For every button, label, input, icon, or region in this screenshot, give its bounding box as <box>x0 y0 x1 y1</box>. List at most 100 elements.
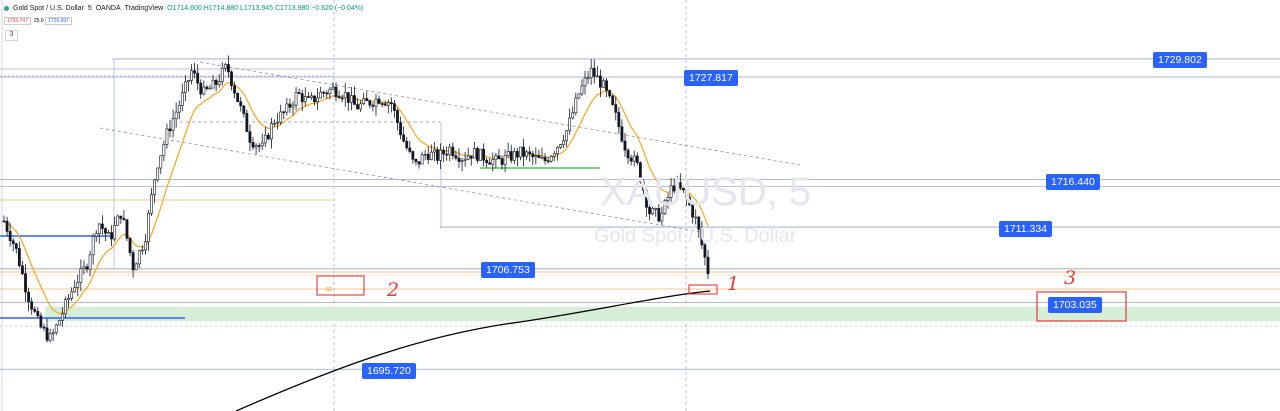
candle <box>208 87 212 90</box>
candle <box>285 103 289 113</box>
candle <box>617 112 621 128</box>
candle <box>346 92 350 103</box>
candle <box>638 162 642 183</box>
candle <box>165 128 169 145</box>
candle <box>522 146 525 157</box>
candle <box>113 225 117 240</box>
candle <box>54 324 58 334</box>
candle <box>353 95 356 105</box>
candle <box>546 160 550 162</box>
candle <box>531 153 535 158</box>
candle <box>528 151 532 155</box>
candle <box>626 149 630 159</box>
interval[interactable]: 5 <box>87 5 92 12</box>
candle <box>411 151 415 160</box>
candle <box>457 157 461 162</box>
candle <box>482 148 485 161</box>
candle <box>559 144 562 148</box>
candle <box>196 72 200 84</box>
buy-button[interactable]: 1726.997 <box>44 17 72 25</box>
price-label-1706753[interactable]: 1706.753 <box>481 262 535 278</box>
candle <box>451 146 455 156</box>
candle <box>519 146 522 158</box>
candle <box>2 220 6 223</box>
candle <box>349 95 353 103</box>
candle <box>303 96 307 103</box>
candle <box>257 145 261 147</box>
price-label-1703035[interactable]: 1703.035 <box>1048 297 1102 313</box>
candle <box>497 155 501 160</box>
price-label-1729802[interactable]: 1729.802 <box>1153 52 1207 68</box>
candle <box>414 159 418 162</box>
symbol-name[interactable]: Gold Spot / U.S. Dollar <box>13 5 84 12</box>
candle <box>125 219 129 239</box>
ohlc-values: O1714.600 H1714.880 L1713.945 C1713.980 … <box>167 5 364 12</box>
price-label-1695720[interactable]: 1695.720 <box>362 363 416 379</box>
candle <box>217 81 221 85</box>
candle <box>678 182 682 189</box>
candle <box>334 86 338 98</box>
candle <box>442 149 446 155</box>
candle <box>91 235 95 256</box>
price-label-1711334[interactable]: 1711.334 <box>999 221 1053 237</box>
candle <box>386 102 390 106</box>
candle <box>669 185 673 198</box>
candle <box>623 140 627 151</box>
chart-header: Gold Spot / U.S. Dollar 5 OANDA TradingView… <box>4 5 367 12</box>
candle <box>279 111 283 123</box>
sell-button[interactable]: 1726.747 <box>4 17 31 25</box>
candle <box>620 126 624 142</box>
candle <box>577 93 581 99</box>
candle <box>463 158 467 161</box>
candle <box>592 67 596 77</box>
candle <box>174 111 178 120</box>
candle <box>629 157 633 162</box>
candle <box>503 155 507 165</box>
candle <box>663 200 667 214</box>
candle <box>294 92 298 106</box>
candle <box>454 155 458 159</box>
candle <box>42 326 46 329</box>
candle <box>79 268 83 283</box>
candle <box>595 75 599 78</box>
candle <box>177 105 181 113</box>
candle <box>76 282 80 288</box>
candle <box>227 64 230 73</box>
candle <box>313 95 316 103</box>
candle <box>445 153 449 156</box>
candle <box>239 101 243 107</box>
candle <box>417 161 421 165</box>
spread-value: 25.0 <box>33 18 44 24</box>
candle <box>316 97 319 103</box>
candle <box>156 167 160 181</box>
candle <box>251 142 255 148</box>
candle <box>24 273 27 293</box>
candle <box>368 100 372 106</box>
candle <box>310 95 313 98</box>
candle <box>140 249 144 252</box>
candle <box>171 118 175 132</box>
candle <box>21 265 24 274</box>
candle <box>205 86 209 89</box>
price-label-1716440[interactable]: 1716.440 <box>1046 174 1100 190</box>
broker: OANDA <box>95 5 121 12</box>
candle <box>14 243 18 249</box>
candle <box>27 291 30 303</box>
candle <box>328 88 332 94</box>
candle <box>494 155 498 160</box>
candle <box>322 91 326 94</box>
candle <box>448 146 452 156</box>
candle <box>682 187 685 190</box>
candle <box>162 144 166 156</box>
candle <box>476 148 479 161</box>
price-label-1727817[interactable]: 1727.817 <box>684 70 738 86</box>
indicator-collapse-button[interactable]: 3 <box>5 30 18 41</box>
candle <box>691 204 695 218</box>
candle <box>82 266 86 270</box>
candle <box>325 92 329 95</box>
candle <box>552 153 556 157</box>
candle <box>131 252 135 271</box>
candle <box>377 98 381 104</box>
candle <box>211 79 215 89</box>
